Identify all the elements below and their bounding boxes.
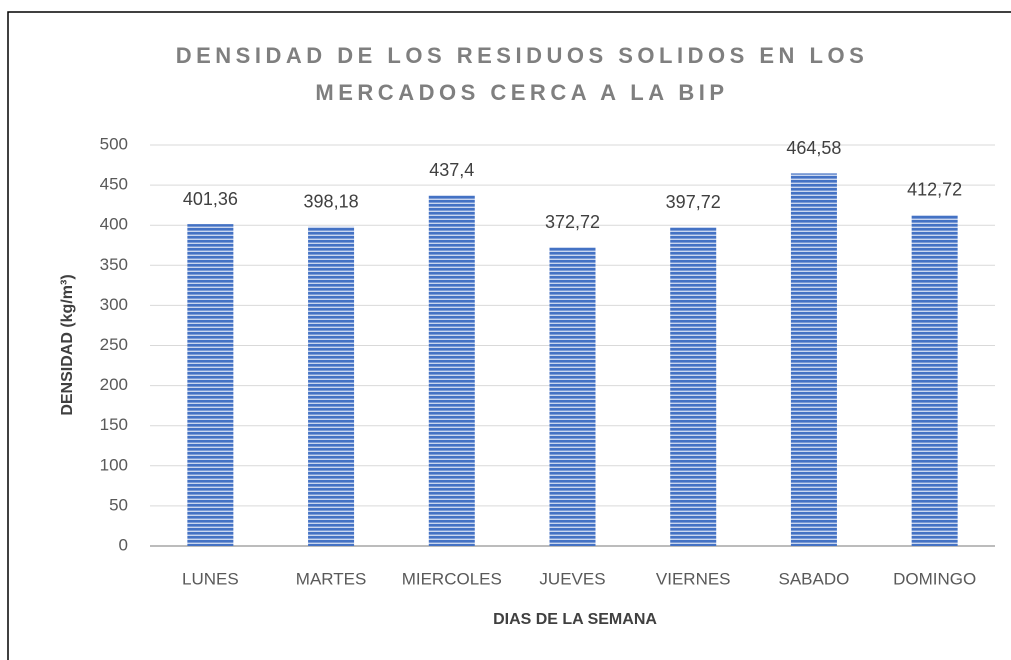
x-tick-label: SABADO <box>778 569 849 588</box>
y-axis-title: DENSIDAD (kg/m³) <box>59 274 76 415</box>
y-tick-label: 0 <box>119 535 128 554</box>
bar <box>911 214 958 546</box>
bar <box>670 227 717 546</box>
x-axis-title: DIAS DE LA SEMANA <box>493 611 657 628</box>
x-tick-label: LUNES <box>182 569 239 588</box>
x-tick-label: VIERNES <box>656 569 731 588</box>
y-tick-label: 200 <box>100 375 128 394</box>
y-tick-label: 500 <box>100 134 128 153</box>
y-tick-label: 300 <box>100 295 128 314</box>
bar <box>790 173 837 546</box>
value-label: 464,58 <box>786 138 841 158</box>
chart-title: MERCADOS CERCA A LA BIP <box>315 80 728 105</box>
bar <box>187 224 234 546</box>
y-tick-label: 100 <box>100 455 128 474</box>
y-tick-label: 150 <box>100 415 128 434</box>
y-tick-label: 50 <box>109 495 128 514</box>
bar <box>428 195 475 546</box>
value-label: 398,18 <box>304 191 359 211</box>
x-tick-label: JUEVES <box>539 569 605 588</box>
chart-title: DENSIDAD DE LOS RESIDUOS SOLIDOS EN LOS <box>176 43 869 68</box>
y-tick-label: 350 <box>100 255 128 274</box>
chart-frame <box>7 11 1011 660</box>
x-tick-label: MIERCOLES <box>402 569 502 588</box>
y-tick-label: 400 <box>100 215 128 234</box>
x-tick-label: MARTES <box>296 569 367 588</box>
y-tick-label: 250 <box>100 335 128 354</box>
x-tick-label: DOMINGO <box>893 569 976 588</box>
bar <box>308 226 355 546</box>
value-label: 372,72 <box>545 212 600 232</box>
value-label: 412,72 <box>907 180 962 200</box>
value-label: 397,72 <box>666 192 721 212</box>
bar <box>549 247 596 547</box>
value-label: 437,4 <box>429 160 474 180</box>
value-label: 401,36 <box>183 189 238 209</box>
y-tick-label: 450 <box>100 175 128 194</box>
